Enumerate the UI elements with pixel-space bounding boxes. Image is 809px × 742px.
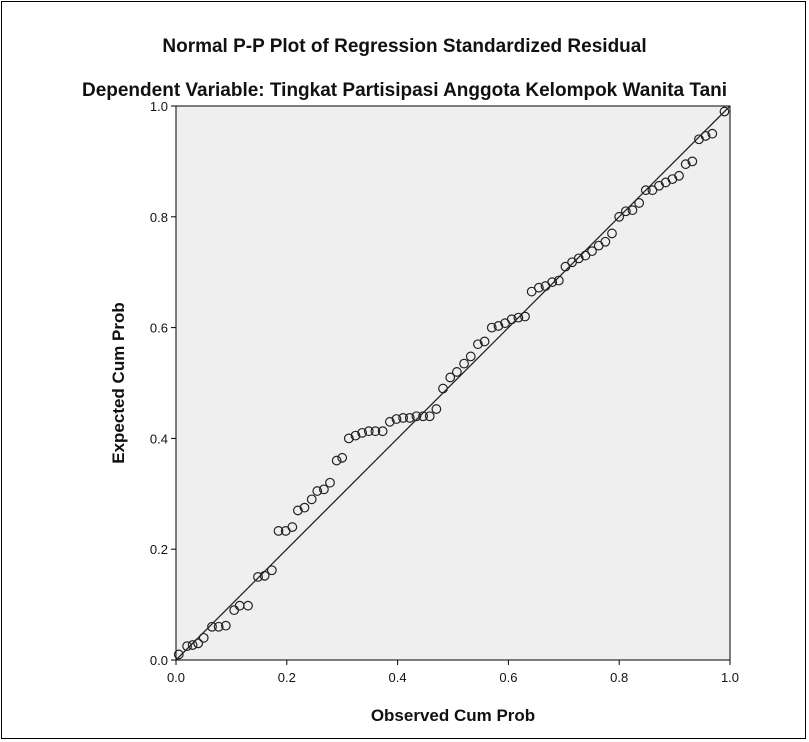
y-tick-label: 0.2 [150, 542, 168, 557]
y-tick-label: 0.4 [150, 431, 168, 446]
data-point [187, 640, 198, 650]
x-tick-label: 0.2 [278, 670, 296, 685]
data-point [614, 211, 625, 222]
data-point [520, 311, 530, 322]
data-point [459, 358, 469, 369]
data-point [198, 632, 209, 643]
data-point [513, 312, 524, 323]
x-tick-label: 1.0 [721, 670, 739, 685]
x-axis-label: Observed Cum Prob [371, 706, 535, 725]
data-point [473, 339, 483, 350]
data-point [418, 411, 428, 422]
chart-subtitle: Dependent Variable: Tingkat Partisipasi … [81, 80, 728, 101]
data-point [707, 128, 718, 139]
data-point [674, 170, 684, 181]
data-point [493, 321, 504, 331]
data-point [587, 246, 597, 257]
x-tick-label: 0.6 [499, 670, 517, 685]
x-tick-label: 0.0 [167, 670, 185, 685]
y-axis: 0.0 0.2 0.4 0.6 0.8 1.0 [150, 99, 176, 668]
data-point [431, 404, 442, 414]
chart-title: Normal P-P Plot of Regression Standardiz… [162, 36, 647, 57]
x-axis: 0.0 0.2 0.4 0.6 0.8 1.0 [167, 660, 739, 685]
data-point [325, 477, 335, 488]
y-tick-label: 1.0 [150, 99, 168, 114]
data-point [182, 641, 192, 652]
x-tick-label: 0.8 [610, 670, 628, 685]
data-point [634, 198, 645, 208]
data-point [384, 416, 395, 427]
data-point [193, 638, 204, 649]
y-tick-label: 0.6 [150, 321, 168, 336]
data-point [363, 426, 374, 437]
data-point [319, 484, 329, 495]
data-point [451, 367, 462, 377]
data-point [357, 427, 368, 438]
data-point [337, 452, 348, 463]
data-point [647, 185, 658, 196]
data-point [213, 621, 224, 632]
data-point [479, 336, 490, 347]
data-point [620, 206, 631, 217]
data-point [292, 505, 303, 516]
data-point [607, 228, 617, 239]
data-point [299, 502, 310, 513]
data-point [573, 253, 584, 264]
points-group [173, 106, 730, 660]
data-point [560, 261, 571, 272]
data-point [253, 572, 263, 582]
data-point [266, 565, 277, 576]
data-point [486, 322, 497, 333]
data-point [700, 131, 711, 141]
data-point [547, 277, 558, 288]
data-point [370, 426, 381, 437]
data-point [438, 383, 448, 394]
x-tick-label: 0.4 [389, 670, 407, 685]
data-point [391, 414, 402, 424]
data-point [680, 159, 691, 170]
data-point [287, 522, 298, 532]
data-point [719, 106, 730, 117]
data-point [173, 649, 184, 660]
data-point [259, 570, 270, 581]
data-point [553, 275, 564, 286]
data-point [243, 600, 253, 611]
data-point [445, 372, 456, 383]
data-point [404, 413, 415, 423]
data-point [424, 411, 435, 422]
data-point [465, 351, 476, 362]
data-point [350, 430, 361, 441]
data-point [627, 205, 638, 216]
data-point [640, 185, 651, 196]
data-point [687, 156, 698, 167]
data-point [506, 314, 517, 325]
data-point [220, 620, 231, 631]
data-point [331, 455, 342, 466]
data-point [343, 433, 354, 444]
data-point [580, 250, 591, 261]
data-point [207, 621, 217, 632]
y-tick-label: 0.0 [150, 653, 168, 668]
data-point [306, 494, 317, 505]
data-point [312, 486, 323, 496]
y-axis-label: Expected Cum Prob [109, 302, 128, 464]
data-point [398, 413, 409, 423]
data-point [377, 426, 388, 437]
data-point [273, 526, 284, 536]
data-point [411, 411, 422, 422]
y-tick-label: 0.8 [150, 210, 168, 225]
data-point [533, 282, 544, 293]
data-point [600, 236, 611, 247]
